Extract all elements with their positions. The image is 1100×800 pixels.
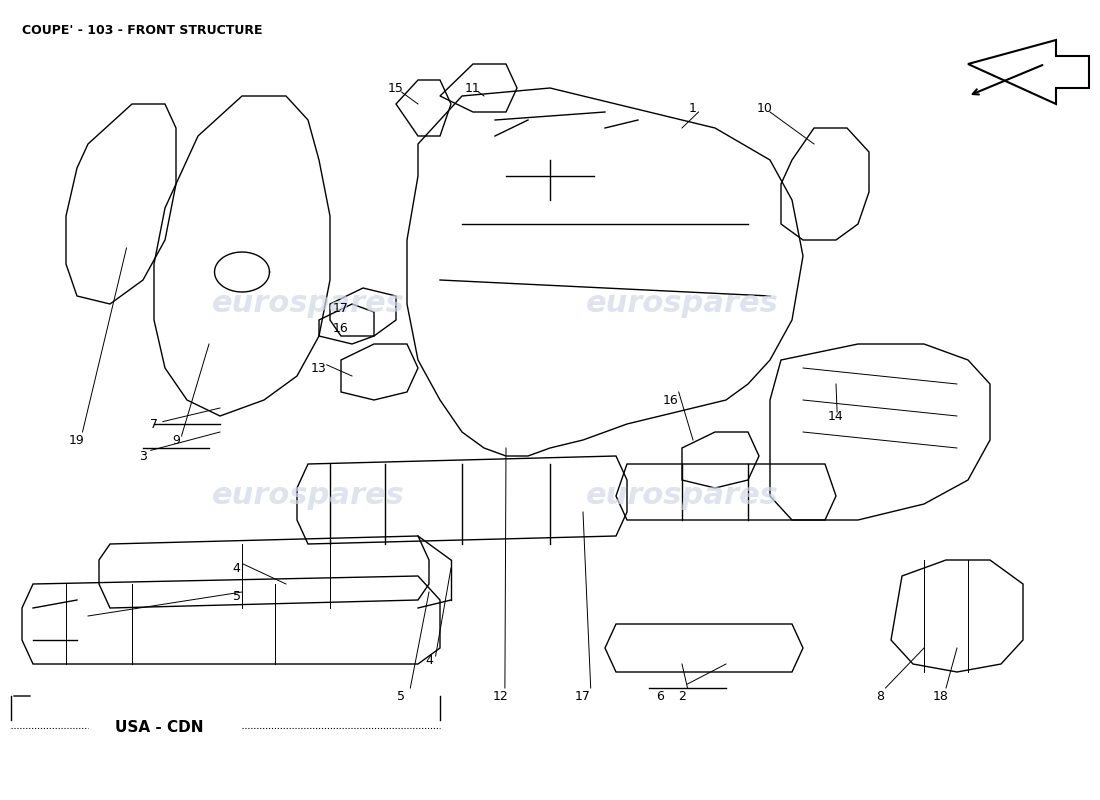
Text: 2: 2 xyxy=(678,690,686,702)
Text: 16: 16 xyxy=(663,394,679,406)
Text: 4: 4 xyxy=(425,654,433,666)
Text: 12: 12 xyxy=(493,690,508,702)
Text: 4: 4 xyxy=(232,562,241,574)
Text: 16: 16 xyxy=(333,322,349,334)
Text: eurospares: eurospares xyxy=(211,290,405,318)
Text: 15: 15 xyxy=(388,82,404,94)
Text: eurospares: eurospares xyxy=(585,290,779,318)
Text: 3: 3 xyxy=(139,450,147,462)
Text: 17: 17 xyxy=(575,690,591,702)
Text: 10: 10 xyxy=(757,102,772,114)
Text: eurospares: eurospares xyxy=(211,482,405,510)
Text: 5: 5 xyxy=(397,690,406,702)
Text: 1: 1 xyxy=(689,102,697,114)
Text: 9: 9 xyxy=(172,434,180,446)
Text: 11: 11 xyxy=(465,82,481,94)
Text: eurospares: eurospares xyxy=(585,482,779,510)
Text: 19: 19 xyxy=(69,434,85,446)
Text: USA - CDN: USA - CDN xyxy=(116,721,204,735)
Text: 6: 6 xyxy=(656,690,664,702)
Text: 13: 13 xyxy=(311,362,327,374)
Text: 14: 14 xyxy=(828,410,844,422)
Text: 8: 8 xyxy=(876,690,884,702)
Text: 18: 18 xyxy=(933,690,948,702)
Text: 17: 17 xyxy=(333,302,349,314)
Text: COUPE' - 103 - FRONT STRUCTURE: COUPE' - 103 - FRONT STRUCTURE xyxy=(22,24,263,37)
Text: 5: 5 xyxy=(232,590,241,602)
Text: 7: 7 xyxy=(150,418,158,430)
